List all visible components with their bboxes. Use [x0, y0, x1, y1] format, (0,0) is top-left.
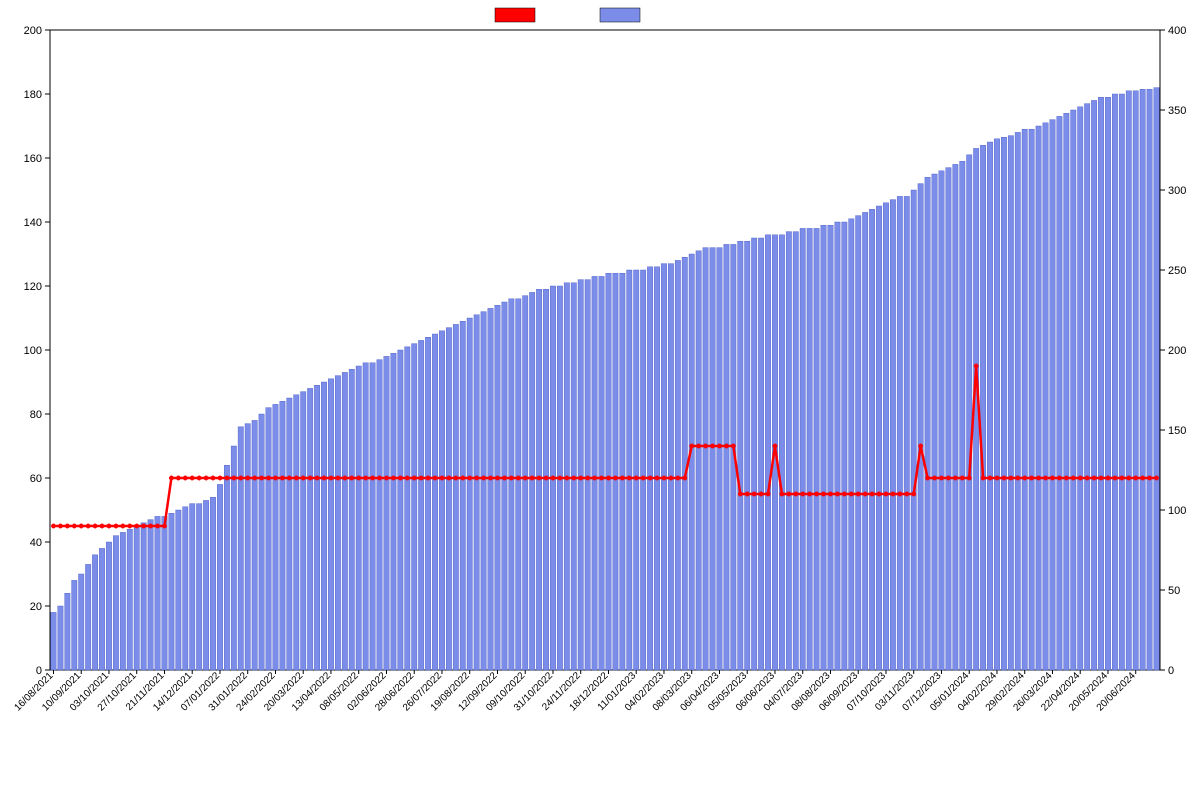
svg-text:350: 350: [1168, 105, 1186, 117]
svg-text:150: 150: [1168, 425, 1186, 437]
svg-text:180: 180: [24, 89, 42, 101]
svg-text:40: 40: [30, 537, 42, 549]
svg-text:0: 0: [1168, 665, 1174, 677]
svg-text:200: 200: [24, 25, 42, 37]
svg-text:20: 20: [30, 601, 42, 613]
svg-text:300: 300: [1168, 185, 1186, 197]
svg-text:160: 160: [24, 153, 42, 165]
svg-text:140: 140: [24, 217, 42, 229]
svg-text:250: 250: [1168, 265, 1186, 277]
svg-text:100: 100: [24, 345, 42, 357]
svg-text:400: 400: [1168, 25, 1186, 37]
svg-text:0: 0: [36, 665, 42, 677]
svg-text:120: 120: [24, 281, 42, 293]
svg-text:100: 100: [1168, 505, 1186, 517]
dual-axis-chart: 0 20 40 60 80 100 120 140 160 180 200 0 50 100 150 200 2…: [0, 0, 1200, 800]
svg-text:50: 50: [1168, 585, 1180, 597]
chart-container: 0 20 40 60 80 100 120 140 160 180 200 0 50 100 150 200 2…: [0, 0, 1200, 800]
svg-text:60: 60: [30, 473, 42, 485]
svg-text:80: 80: [30, 409, 42, 421]
svg-text:200: 200: [1168, 345, 1186, 357]
